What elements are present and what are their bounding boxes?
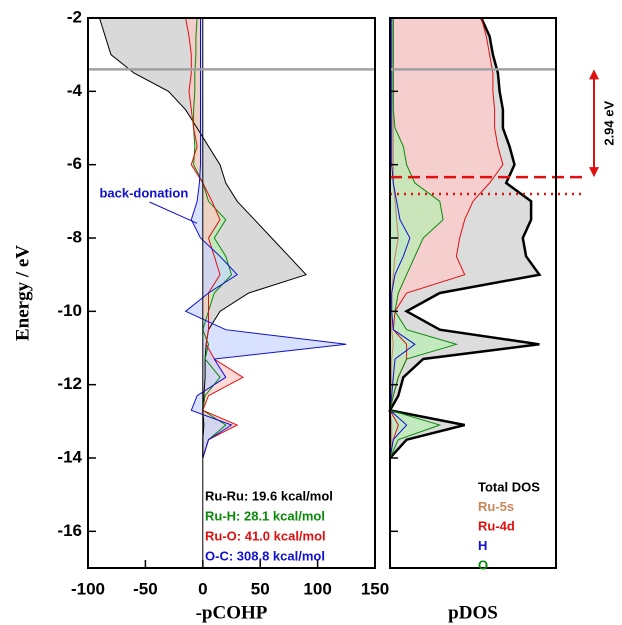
y-tick-label: -12: [57, 374, 82, 393]
annotation-arrow: [149, 201, 198, 224]
series-line: [184, 18, 347, 459]
y-tick-label: -6: [67, 154, 82, 173]
legend-entry: O-C: 308.8 kcal/mol: [205, 548, 325, 563]
legend-entry: Ru-Ru: 19.6 kcal/mol: [205, 488, 333, 503]
x-tick-label: 100: [303, 579, 331, 598]
y-tick-label: -10: [57, 301, 82, 320]
series-line: [389, 18, 416, 459]
y-tick-label: -16: [57, 521, 82, 540]
series-line: [99, 17, 308, 458]
plot-frame: [87, 17, 376, 569]
y-tick-label: -2: [67, 7, 82, 26]
y-tick-label: -14: [57, 447, 82, 466]
y-axis-label: Energy / eV: [12, 245, 33, 341]
y-tick-label: -8: [67, 227, 82, 246]
area-fill: [185, 18, 243, 458]
annotation: back-donation: [99, 185, 188, 200]
plot-frame: [389, 17, 557, 569]
series-line: [389, 18, 459, 459]
gap-label: 2.94 eV: [601, 101, 616, 146]
x-tick-label: -50: [133, 579, 158, 598]
legend-entry: Total DOS: [478, 479, 540, 494]
legend-entry: H: [478, 538, 487, 553]
x-tick-label: -100: [71, 579, 105, 598]
y-tick-label: -4: [67, 81, 83, 100]
legend-entry: Ru-H: 28.1 kcal/mol: [205, 508, 325, 523]
series-line: [193, 17, 233, 459]
x-axis-label: pDOS: [448, 602, 498, 623]
series-line: [388, 17, 542, 459]
area-fill: [390, 18, 503, 458]
legend-entry: Ru-4d: [478, 518, 515, 533]
x-tick-label: 150: [361, 579, 389, 598]
x-axis-label: -pCOHP: [196, 602, 268, 623]
legend-entry: Ru-O: 41.0 kcal/mol: [205, 528, 326, 543]
x-tick-label: 50: [251, 579, 270, 598]
area-fill: [185, 18, 347, 458]
x-tick-label: 0: [198, 579, 207, 598]
series-line: [185, 17, 244, 459]
legend-entry: O: [478, 557, 488, 572]
legend-entry: Ru-5s: [478, 499, 514, 514]
